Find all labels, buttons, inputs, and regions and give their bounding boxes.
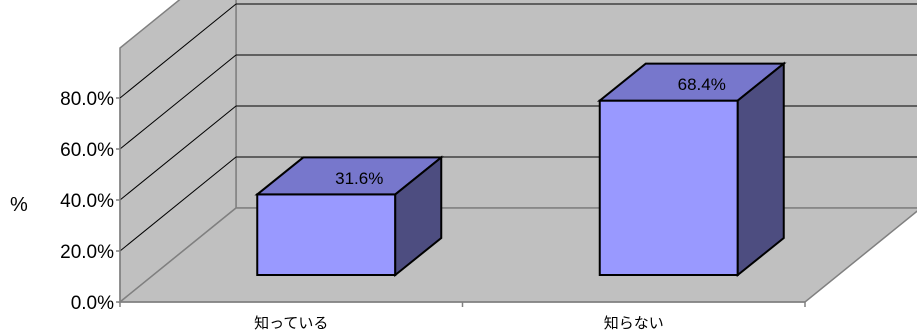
x-tick-label: 知らない bbox=[604, 314, 664, 332]
gridlines bbox=[119, 3, 917, 252]
y-axis-label: % bbox=[10, 194, 28, 216]
y-tick-label: 80.0% bbox=[60, 89, 114, 110]
bar-side bbox=[394, 155, 443, 278]
bar bbox=[254, 155, 445, 278]
chart-walls bbox=[117, 0, 917, 304]
axes bbox=[116, 97, 806, 307]
y-tick-label: 40.0% bbox=[60, 191, 114, 212]
gridline-side bbox=[119, 3, 237, 99]
x-tick-label: 知っている bbox=[254, 314, 328, 332]
gridline-side bbox=[119, 105, 237, 201]
floor bbox=[117, 207, 917, 303]
bars bbox=[254, 61, 787, 278]
y-tick-label: 0.0% bbox=[71, 293, 114, 314]
bar-front bbox=[256, 193, 397, 276]
bar-front bbox=[598, 99, 739, 276]
y-tick-label: 20.0% bbox=[60, 242, 114, 263]
y-tick-label: 60.0% bbox=[60, 140, 114, 161]
bar-side bbox=[736, 61, 785, 278]
y-tick-labels: 0.0% 20.0% 40.0% 60.0% 80.0% bbox=[60, 89, 114, 314]
data-label: 68.4% bbox=[678, 75, 726, 94]
data-labels: 31.6% 68.4% bbox=[335, 75, 726, 188]
gridline-side bbox=[119, 54, 237, 150]
gridline-side bbox=[119, 156, 237, 252]
data-label: 31.6% bbox=[335, 169, 383, 188]
bar bbox=[596, 61, 787, 278]
x-tick-labels: 知っている 知らない bbox=[254, 314, 664, 332]
